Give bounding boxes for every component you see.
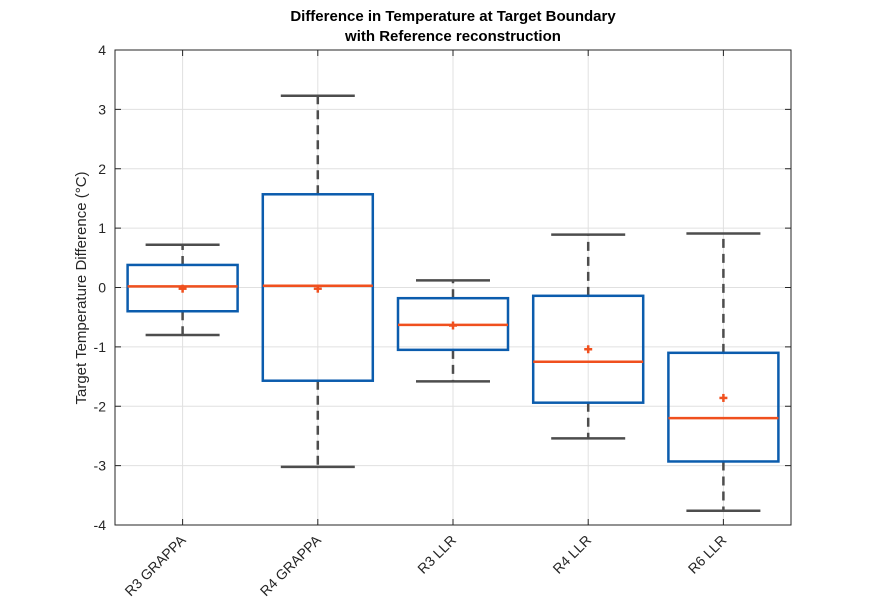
- chart-title-line-1: Difference in Temperature at Target Boun…: [290, 8, 616, 25]
- y-axis-label: Target Temperature Difference (°C): [73, 171, 90, 404]
- box-group: [531, 233, 645, 440]
- y-tick-label: -1: [94, 339, 107, 355]
- x-tick-label: R4 LLR: [549, 532, 594, 577]
- x-tick-label: R4 GRAPPA: [257, 531, 325, 599]
- box-iqr: [667, 351, 780, 463]
- y-tick-label: 4: [98, 42, 106, 58]
- y-tick-label: 1: [98, 220, 106, 236]
- box-group: [396, 279, 510, 383]
- y-tick-label: -4: [94, 517, 107, 533]
- box-group: [261, 94, 375, 469]
- x-tick-label: R3 GRAPPA: [121, 531, 189, 599]
- y-tick-label: 2: [98, 161, 106, 177]
- y-tick-label: -3: [94, 458, 107, 474]
- x-tick-label: R3 LLR: [414, 532, 459, 577]
- x-tick-label: R6 LLR: [685, 532, 730, 577]
- y-tick-label: 3: [98, 101, 106, 117]
- box-group: [126, 243, 239, 337]
- box-iqr: [261, 193, 375, 382]
- chart-title-line-2: with Reference reconstruction: [344, 28, 561, 45]
- plot-layer: [126, 94, 780, 512]
- box-group: [667, 232, 780, 512]
- y-tick-label: 0: [98, 280, 106, 296]
- box-iqr: [531, 294, 645, 404]
- y-tick-label: -2: [94, 398, 107, 414]
- box-iqr: [126, 263, 239, 313]
- chart-title: Difference in Temperature at Target Boun…: [290, 8, 616, 45]
- axes-layer: -4 -3 -2 -1 0 1 2 3 4 R3 GRAPPA R4 GRAPPA R3 LLR R4 …: [94, 42, 792, 599]
